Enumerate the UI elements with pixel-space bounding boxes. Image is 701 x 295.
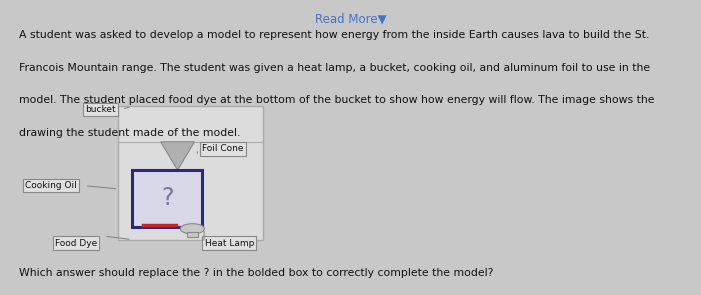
Polygon shape: [161, 142, 194, 170]
Text: Which answer should replace the ? in the bolded box to correctly complete the mo: Which answer should replace the ? in the…: [20, 268, 494, 278]
Text: Read More▼: Read More▼: [315, 13, 386, 26]
FancyBboxPatch shape: [187, 232, 198, 237]
Text: bucket: bucket: [85, 105, 116, 114]
Text: A student was asked to develop a model to represent how energy from the inside E: A student was asked to develop a model t…: [20, 30, 650, 40]
Text: Foil Cone: Foil Cone: [202, 145, 243, 153]
Text: Cooking Oil: Cooking Oil: [25, 181, 77, 190]
Text: Heat Lamp: Heat Lamp: [205, 239, 254, 248]
FancyBboxPatch shape: [118, 106, 263, 240]
Text: Francois Mountain range. The student was given a heat lamp, a bucket, cooking oi: Francois Mountain range. The student was…: [20, 63, 651, 73]
Circle shape: [180, 224, 205, 234]
Text: ?: ?: [161, 186, 173, 210]
Text: Food Dye: Food Dye: [55, 239, 97, 248]
FancyBboxPatch shape: [132, 170, 203, 227]
Text: model. The student placed food dye at the bottom of the bucket to show how energ: model. The student placed food dye at th…: [20, 95, 655, 105]
Text: drawing the student made of the model.: drawing the student made of the model.: [20, 128, 240, 138]
